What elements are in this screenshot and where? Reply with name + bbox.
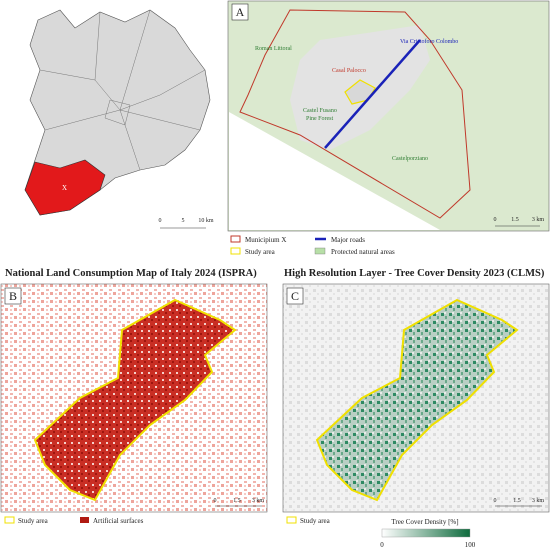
legend-label: Protected natural areas xyxy=(331,248,395,256)
legend-label: Study area xyxy=(300,517,331,525)
label-box xyxy=(4,287,22,305)
panel-label: B xyxy=(9,289,17,303)
place-label: Pine Forest xyxy=(306,116,334,122)
legend-label: Major roads xyxy=(331,236,365,244)
place-label: Castelporziano xyxy=(392,156,428,162)
inset-map: X 0 5 10 km xyxy=(24,9,214,229)
sea xyxy=(229,112,440,230)
legend-swatch xyxy=(4,516,15,524)
scale-label: 1.5 xyxy=(511,217,519,223)
colorbar-min: 0 xyxy=(380,541,384,549)
label-box xyxy=(231,3,249,21)
legend-swatch xyxy=(230,235,241,243)
legend-label: Study area xyxy=(18,517,49,525)
panel-title: High Resolution Layer - Tree Cover Densi… xyxy=(284,268,545,279)
scale-label: 0 xyxy=(159,218,162,224)
legend-swatch xyxy=(314,247,326,255)
colorbar-max: 100 xyxy=(465,541,476,549)
scale-label: 5 xyxy=(182,218,185,224)
study-area xyxy=(33,298,237,502)
inner-boundaries xyxy=(39,9,206,171)
municipium-outline xyxy=(239,9,471,219)
municipium-x xyxy=(24,159,106,216)
legend-label: Study area xyxy=(245,248,276,256)
major-road xyxy=(324,39,421,149)
legend-label: Municipium X xyxy=(245,236,286,244)
place-label: Roman Littoral xyxy=(255,46,292,52)
scale-label: 3 km xyxy=(532,217,545,223)
place-label: Via Cristoforo Colombo xyxy=(400,38,458,45)
scale-label: 0 xyxy=(494,217,497,223)
panel-c: C 0 1.5 3 km Study area Tree Cover Densi… xyxy=(282,283,550,549)
scale-label: 0 xyxy=(214,498,217,504)
scale-label: 1.5 xyxy=(513,498,521,504)
colorbar-title: Tree Cover Density [%] xyxy=(391,518,458,526)
legend-a: Municipium X Study area Major roads Prot… xyxy=(230,235,395,256)
panel-label: A xyxy=(236,5,245,19)
scale-label: 10 km xyxy=(198,218,214,224)
panel-b: B 0 1.5 3 km Study area Artificial surfa… xyxy=(0,283,268,525)
study-area xyxy=(315,298,519,502)
scale-label: 0 xyxy=(494,498,497,504)
scale-label: 1.5 xyxy=(233,498,241,504)
legend-swatch xyxy=(80,517,89,523)
panel-title: National Land Consumption Map of Italy 2… xyxy=(5,268,257,279)
legend-swatch xyxy=(230,247,241,255)
legend-label: Artificial surfaces xyxy=(93,517,144,525)
label-box xyxy=(286,287,304,305)
municipium-label: X xyxy=(62,184,67,192)
scale-label: 3 km xyxy=(532,498,545,504)
colorbar xyxy=(381,528,471,538)
place-label: Casal Palocco xyxy=(332,68,366,74)
place-label: Castel Fusano xyxy=(303,108,337,114)
panel-label: C xyxy=(291,289,299,303)
scale-label: 3 km xyxy=(252,498,265,504)
legend-swatch xyxy=(286,516,297,524)
panel-a: A Roman Littoral Via Cristoforo Colombo … xyxy=(227,0,550,232)
